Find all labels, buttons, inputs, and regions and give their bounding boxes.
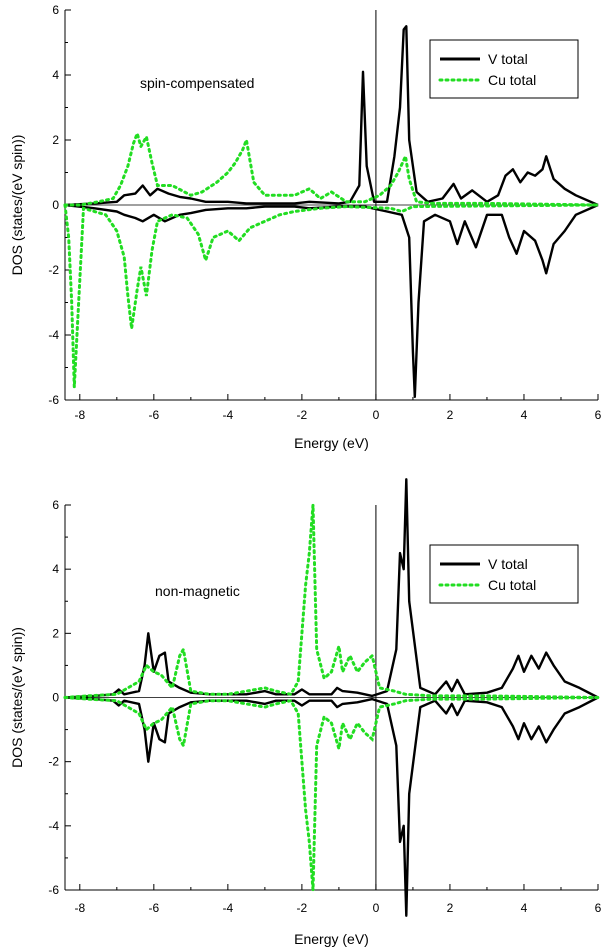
panel-annotation: spin-compensated xyxy=(140,75,254,91)
x-tick-label: 4 xyxy=(521,901,528,915)
y-axis-title: DOS (states/(eV spin)) xyxy=(9,135,25,276)
x-tick-label: 0 xyxy=(373,408,380,422)
series-v-total-spin-down xyxy=(64,203,599,398)
y-tick-label: 6 xyxy=(52,3,59,17)
legend-box xyxy=(429,39,579,99)
x-axis-title: Energy (eV) xyxy=(294,931,369,947)
series-cu-total-spin-up xyxy=(63,504,600,699)
x-tick-label: -2 xyxy=(297,901,308,915)
y-tick-label: 4 xyxy=(52,562,59,576)
y-tick-label: -4 xyxy=(48,328,59,342)
y-tick-label: -4 xyxy=(48,819,59,833)
legend-label: Cu total xyxy=(488,72,536,88)
legend-label: Cu total xyxy=(488,577,536,593)
panel-spin-compensated: -8 -6 -4 -2 0 2 4 6 -6 -4 -2 0 2 4 6 Energy (eV) DOS (st… xyxy=(9,3,601,451)
x-axis-title: Energy (eV) xyxy=(294,435,369,451)
y-tick-label: -2 xyxy=(48,755,59,769)
x-tick-label: -8 xyxy=(74,408,85,422)
y-tick-label: 0 xyxy=(52,691,59,705)
series-v-total-spin-down xyxy=(64,696,599,917)
panel-annotation: non-magnetic xyxy=(155,583,240,599)
legend: V total Cu total xyxy=(429,39,579,99)
legend-label: V total xyxy=(488,556,528,572)
y-tick-label: 6 xyxy=(52,498,59,512)
y-tick-label: 4 xyxy=(52,68,59,82)
x-tick-label: -4 xyxy=(223,408,234,422)
x-tick-label: -4 xyxy=(223,901,234,915)
y-tick-label: 2 xyxy=(52,626,59,640)
y-tick-label: -2 xyxy=(48,263,59,277)
y-tick-label: 2 xyxy=(52,133,59,147)
panel-non-magnetic: -8 -6 -4 -2 0 2 4 6 -6 -4 -2 0 2 4 6 Energy (eV) DOS (st… xyxy=(9,478,601,947)
y-tick-label: 0 xyxy=(52,198,59,212)
legend: V total Cu total xyxy=(429,544,579,604)
x-tick-label: -2 xyxy=(297,408,308,422)
series-cu-total-spin-down xyxy=(63,203,600,388)
y-tick-label: -6 xyxy=(48,883,59,897)
y-tick-label: -6 xyxy=(48,393,59,407)
legend-label: V total xyxy=(488,51,528,67)
x-tick-label: -6 xyxy=(148,408,159,422)
x-tick-label: -8 xyxy=(74,901,85,915)
x-tick-label: 2 xyxy=(447,408,454,422)
x-tick-label: 6 xyxy=(595,408,601,422)
x-tick-label: 0 xyxy=(373,901,380,915)
x-tick-label: 2 xyxy=(447,901,454,915)
x-tick-label: 4 xyxy=(521,408,528,422)
x-tick-label: -6 xyxy=(148,901,159,915)
series-cu-total-spin-up xyxy=(63,128,600,207)
y-axis-title: DOS (states/(eV spin)) xyxy=(9,627,25,768)
series-v-total-spin-up xyxy=(64,25,599,207)
legend-box xyxy=(429,544,579,604)
x-tick-label: 6 xyxy=(595,901,601,915)
series-cu-total-spin-down xyxy=(63,696,600,891)
series-v-total-spin-up xyxy=(64,478,599,699)
